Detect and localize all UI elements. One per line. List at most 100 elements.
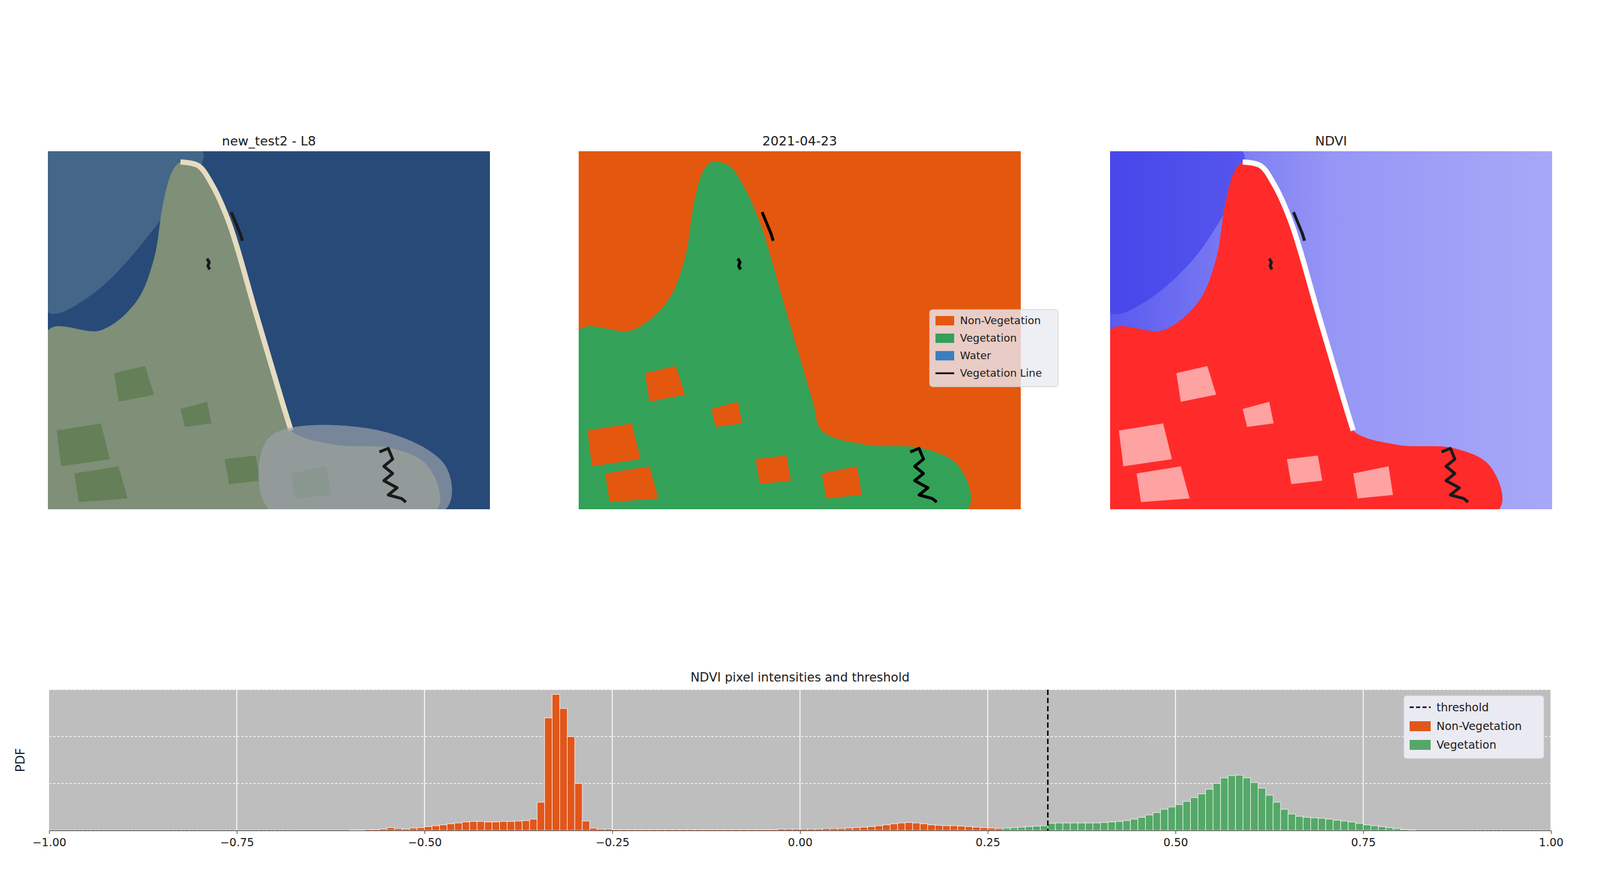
legend-line <box>935 372 955 375</box>
x-tick: 0.00 <box>787 830 813 849</box>
histogram-bar <box>844 828 853 831</box>
histogram-bar <box>371 829 380 831</box>
histogram-bar <box>537 802 545 831</box>
histogram-bar <box>1070 822 1078 831</box>
land <box>578 161 972 510</box>
land-patch <box>114 366 155 402</box>
histogram-bar <box>657 829 666 831</box>
histogram-bar <box>552 694 560 831</box>
x-tick: −1.00 <box>32 830 66 849</box>
land-patch <box>56 423 110 467</box>
legend-box <box>1403 695 1544 759</box>
histogram-bar <box>1145 814 1154 831</box>
land-patch <box>755 455 792 485</box>
grid-line-y <box>49 689 1551 690</box>
histogram-bar <box>1295 816 1304 831</box>
histogram-bar <box>942 825 951 831</box>
histogram-bar <box>582 821 590 831</box>
histogram-bar <box>1317 818 1326 831</box>
land-patch <box>1118 423 1172 467</box>
histogram-bar <box>1310 817 1318 831</box>
grid-line-x <box>611 689 614 831</box>
histogram-bar <box>1130 819 1139 831</box>
histogram-bar <box>679 829 688 831</box>
x-tick: 0.25 <box>975 830 1001 849</box>
histogram-bar <box>642 829 650 831</box>
histogram-bar <box>1333 819 1341 831</box>
histogram-bar <box>597 829 605 831</box>
histogram-bar <box>387 827 395 831</box>
vegetation-line <box>762 211 774 241</box>
histogram-bar <box>364 829 372 831</box>
histogram-bar <box>934 825 943 831</box>
legend-label: threshold <box>1436 700 1489 714</box>
histogram-bar <box>980 827 989 831</box>
histogram-bar <box>1235 774 1244 831</box>
legend-label: Water <box>960 349 992 362</box>
histogram-bar <box>627 829 635 831</box>
histogram-bar <box>454 822 462 831</box>
histogram-bar <box>1250 782 1259 831</box>
histogram-bar <box>1183 801 1191 831</box>
panel-title: NDVI <box>1315 133 1348 149</box>
histogram-bar <box>1085 822 1094 831</box>
histogram-bar <box>1385 827 1394 831</box>
histogram-bar <box>604 829 613 831</box>
histogram-bar <box>1002 828 1011 831</box>
histogram-bar <box>927 824 936 831</box>
image-content <box>1110 151 1553 510</box>
vegetation-line <box>207 258 211 270</box>
histogram-bar <box>1190 797 1199 831</box>
histogram-bar <box>724 829 733 831</box>
histogram-bar <box>882 824 890 831</box>
vegetation-line <box>231 211 243 241</box>
histogram-bar <box>694 829 703 831</box>
histogram-bar <box>1047 823 1056 831</box>
histogram-bar <box>822 828 831 831</box>
axis-line <box>49 690 50 831</box>
histogram-bar <box>492 822 500 831</box>
land-patch <box>587 423 641 467</box>
histogram-bar <box>1025 826 1033 831</box>
histogram-bar <box>867 826 876 831</box>
histogram-bar <box>1175 804 1184 831</box>
histogram-bar <box>1107 822 1116 831</box>
histogram-bar <box>1325 819 1334 831</box>
histogram-bar <box>349 829 357 831</box>
vegetation-line <box>1441 448 1469 503</box>
image-panel: new_test2 - L8 <box>26 133 490 542</box>
histogram-bar <box>416 827 425 831</box>
tick-mark <box>1175 830 1177 834</box>
histogram-bar <box>506 821 515 831</box>
y-axis-title: PDF <box>13 748 28 772</box>
x-tick: −0.75 <box>220 830 255 849</box>
legend-line <box>1409 706 1431 709</box>
histogram-bar <box>1152 812 1161 831</box>
land-patch <box>604 465 659 502</box>
histogram-bar <box>1160 809 1168 831</box>
histogram-bar <box>356 829 365 831</box>
vegetation-line <box>379 448 406 503</box>
marks <box>349 689 1416 831</box>
histogram-bar <box>634 829 643 831</box>
histogram-bar <box>1265 795 1273 831</box>
histogram-bar <box>747 829 756 831</box>
land-patch <box>711 401 743 427</box>
land-patch <box>1242 401 1274 427</box>
histogram-bar <box>957 826 966 831</box>
histogram-bar <box>1408 829 1417 831</box>
histogram-bar <box>461 822 470 831</box>
histogram-bar <box>784 829 793 831</box>
histogram-bar <box>1378 826 1386 831</box>
tick-label: 0.50 <box>1163 835 1188 849</box>
tick-mark <box>988 830 989 834</box>
tick-label: 1.00 <box>1538 835 1564 849</box>
tick-mark <box>49 830 50 834</box>
panel-title: 2021-04-23 <box>762 133 838 149</box>
histogram-bar <box>477 821 485 831</box>
histogram-bar <box>1363 824 1372 831</box>
legend: thresholdNon-VegetationVegetation <box>1403 695 1544 759</box>
histogram-bar <box>1400 829 1409 831</box>
histogram-bar <box>649 829 658 831</box>
histogram-bar <box>439 824 448 831</box>
